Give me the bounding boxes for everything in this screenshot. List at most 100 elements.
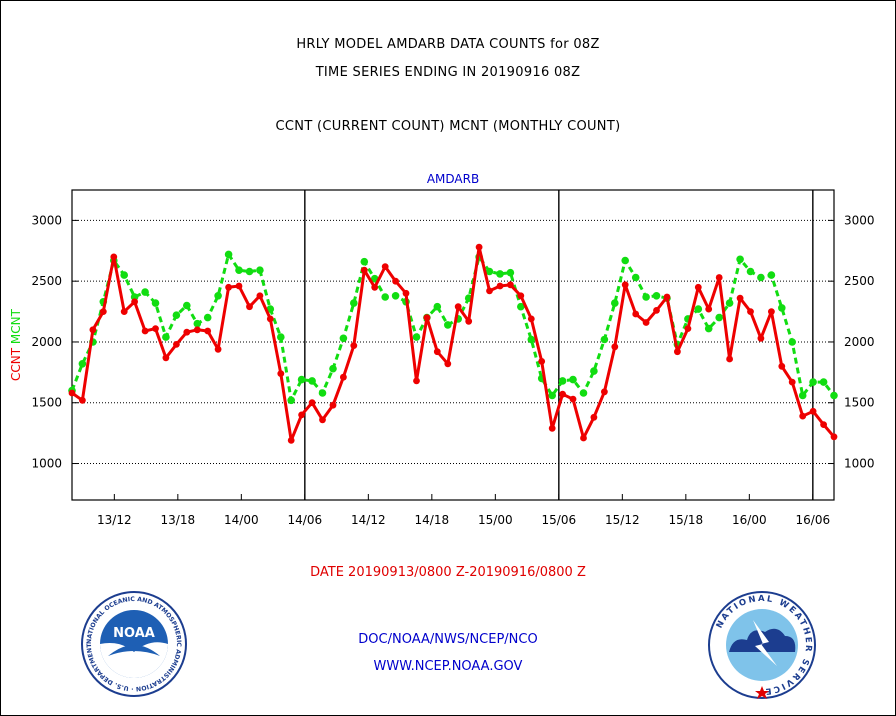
data-point-ccnt (663, 293, 671, 301)
data-point-ccnt (799, 412, 807, 420)
url-line[interactable]: WWW.NCEP.NOAA.GOV (373, 659, 523, 674)
data-point-ccnt (778, 362, 786, 370)
y-tick-label-left: 3000 (31, 213, 62, 227)
data-point-ccnt (538, 358, 546, 365)
data-point-mcnt (308, 377, 316, 385)
data-point-ccnt (340, 373, 347, 381)
data-point-ccnt (423, 314, 431, 321)
data-point-ccnt (527, 315, 535, 323)
data-point-mcnt (590, 367, 598, 375)
chart-title-line-1: HRLY MODEL AMDARB DATA COUNTS for 08Z (296, 37, 600, 52)
data-point-ccnt (266, 315, 274, 323)
data-point-ccnt (486, 287, 493, 295)
chart-title-line-3: CCNT (CURRENT COUNT) MCNT (MONTHLY COUNT… (275, 119, 621, 134)
data-point-ccnt (246, 303, 253, 311)
y-axis-title-ccnt: CCNT (9, 344, 23, 381)
y-tick-label-left: 2000 (31, 335, 62, 349)
data-point-ccnt (569, 395, 577, 403)
data-point-ccnt (465, 317, 473, 325)
data-point-ccnt (559, 390, 566, 398)
data-point-ccnt (308, 399, 316, 407)
x-tick-label: 15/12 (605, 513, 640, 527)
data-point-mcnt (631, 273, 640, 282)
data-point-mcnt (120, 271, 128, 279)
y-tick-label-right: 3000 (844, 213, 875, 227)
data-point-mcnt (162, 333, 170, 341)
data-point-ccnt (89, 326, 97, 334)
x-tick-label: 15/06 (542, 513, 577, 527)
data-point-mcnt (318, 389, 327, 397)
data-point-ccnt (820, 421, 827, 428)
data-point-ccnt (632, 310, 640, 318)
data-point-mcnt (193, 319, 202, 328)
data-point-mcnt (579, 389, 588, 397)
data-point-mcnt (78, 360, 87, 368)
data-point-mcnt (235, 266, 243, 275)
data-point-mcnt (350, 299, 358, 307)
y-axis-title: CCNT MCNT (9, 308, 23, 381)
data-point-ccnt (433, 348, 441, 356)
data-point-mcnt (496, 270, 504, 278)
y-axis-title-mcnt: MCNT (9, 308, 23, 344)
data-point-mcnt (130, 293, 139, 301)
data-point-ccnt (674, 348, 681, 356)
data-point-ccnt (350, 342, 358, 349)
data-point-ccnt (809, 407, 817, 415)
data-point-ccnt (694, 283, 702, 291)
data-point-ccnt (329, 401, 337, 409)
data-point-ccnt (788, 378, 796, 386)
data-point-ccnt (173, 341, 180, 348)
data-point-ccnt (726, 355, 733, 363)
y-tick-label-right: 1500 (844, 396, 875, 410)
data-point-ccnt (319, 416, 326, 424)
data-point-mcnt (725, 299, 734, 307)
data-point-ccnt (360, 266, 368, 274)
data-point-ccnt (214, 345, 222, 353)
data-point-ccnt (152, 325, 159, 332)
data-point-ccnt (183, 328, 191, 336)
data-point-ccnt (120, 308, 128, 315)
data-point-ccnt (621, 281, 629, 289)
data-point-ccnt (235, 282, 243, 290)
data-point-ccnt (79, 396, 86, 404)
data-point-mcnt (778, 304, 786, 312)
data-point-mcnt (704, 324, 713, 333)
data-point-mcnt (621, 256, 629, 265)
data-point-mcnt (611, 299, 619, 307)
noaa-logo: NATIONAL OCEANIC AND ATMOSPHERIC ADMINIS… (80, 590, 187, 697)
data-point-mcnt (506, 268, 515, 277)
data-point-mcnt (381, 293, 390, 301)
data-point-ccnt (392, 277, 399, 285)
data-point-ccnt (517, 292, 525, 300)
data-point-mcnt (266, 305, 275, 313)
data-point-ccnt (642, 319, 650, 326)
data-point-ccnt (110, 253, 118, 261)
data-point-ccnt (277, 370, 285, 377)
data-point-ccnt (141, 327, 149, 335)
data-point-mcnt (798, 391, 807, 400)
data-point-mcnt (600, 335, 609, 344)
data-point-ccnt (162, 354, 170, 362)
x-tick-label: 14/12 (351, 513, 386, 527)
data-point-mcnt (548, 391, 556, 400)
data-point-ccnt (768, 308, 775, 315)
data-point-mcnt (517, 302, 525, 311)
data-point-mcnt (746, 267, 755, 276)
data-point-ccnt (580, 434, 587, 442)
data-point-mcnt (642, 293, 650, 301)
x-tick-label: 14/00 (224, 513, 259, 527)
data-point-ccnt (475, 243, 483, 251)
data-point-ccnt (131, 298, 139, 306)
x-tick-label: 15/18 (669, 513, 704, 527)
data-point-ccnt (757, 334, 765, 342)
data-point-mcnt (287, 396, 296, 405)
data-point-ccnt (747, 308, 754, 315)
data-point-ccnt (705, 305, 713, 313)
data-point-mcnt (694, 305, 703, 313)
data-point-mcnt (830, 391, 838, 400)
data-point-mcnt (391, 292, 400, 300)
data-point-mcnt (569, 375, 577, 384)
y-tick-label-left: 1000 (31, 457, 62, 471)
org-line: DOC/NOAA/NWS/NCEP/NCO (358, 632, 538, 647)
data-point-mcnt (203, 313, 212, 322)
